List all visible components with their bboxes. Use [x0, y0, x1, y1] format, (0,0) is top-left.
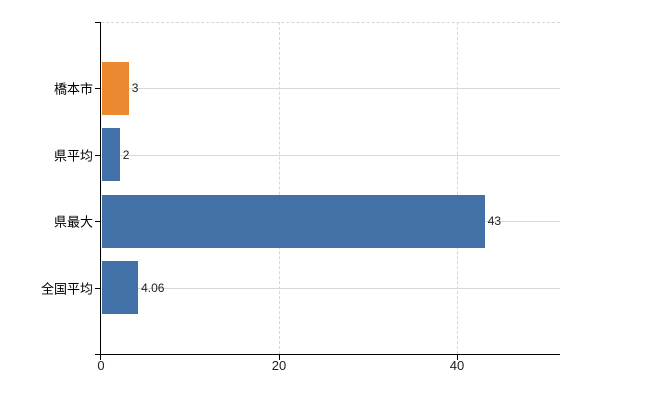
category-label: 橋本市 — [53, 81, 93, 97]
plot-area — [101, 22, 560, 355]
bar-0 — [102, 61, 129, 115]
category-label: 全国平均 — [40, 281, 93, 297]
x-axis-tick — [279, 354, 280, 360]
gridline-horizontal — [101, 154, 560, 156]
y-axis-tick — [95, 221, 101, 223]
gridline-horizontal — [101, 88, 560, 90]
y-axis-tick — [95, 287, 101, 289]
y-axis-tick — [95, 88, 101, 90]
bar-value-label: 3 — [131, 81, 139, 96]
gridline-horizontal — [101, 287, 560, 289]
x-axis-tick — [457, 354, 458, 360]
bar-value-label: 43 — [487, 214, 502, 229]
bar-3 — [102, 261, 139, 315]
x-tick-label: 0 — [97, 358, 105, 373]
bar-value-label: 2 — [122, 147, 130, 162]
category-label: 県最大 — [53, 214, 93, 230]
gridline-vertical — [279, 22, 280, 354]
category-label: 県平均 — [53, 148, 93, 164]
bar-value-label: 4.06 — [141, 280, 165, 295]
x-axis-line — [95, 354, 560, 355]
y-axis-tick — [95, 154, 101, 156]
y-axis-tick — [95, 22, 101, 23]
x-tick-label: 40 — [449, 358, 465, 373]
y-axis-line — [100, 22, 101, 360]
bar-2 — [102, 194, 485, 248]
x-tick-label: 20 — [271, 358, 287, 373]
bar-1 — [102, 128, 120, 182]
gridline-vertical — [457, 22, 458, 354]
